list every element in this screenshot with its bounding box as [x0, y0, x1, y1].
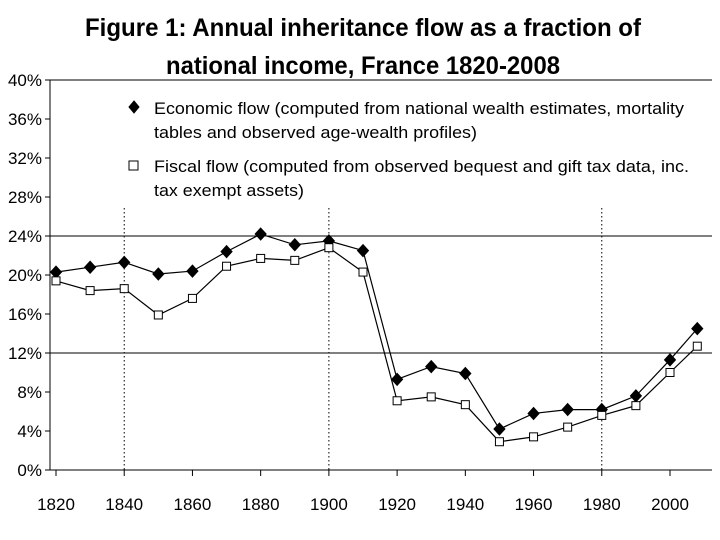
- economic-point-2008: [691, 321, 704, 336]
- fiscal-point-2000: [665, 368, 675, 377]
- x-tick-label: 1860: [174, 495, 212, 514]
- fiscal-point-1920: [392, 396, 402, 406]
- fiscal-point-1990: [631, 401, 641, 411]
- series: [49, 227, 704, 447]
- y-tick-label: 12%: [8, 344, 42, 363]
- y-tick-label: 20%: [8, 266, 42, 285]
- economic-point-1930: [425, 359, 438, 374]
- legend-fiscal-line-2: tax exempt assets): [154, 181, 304, 200]
- economic-point-1830: [83, 260, 97, 274]
- y-tick-label: 4%: [17, 422, 42, 441]
- fiscal-point-1900: [324, 243, 334, 253]
- x-tick-label: 1920: [378, 495, 416, 514]
- y-tick-label: 28%: [8, 188, 42, 207]
- x-tick-label: 1980: [583, 495, 621, 514]
- fiscal-point-2008: [692, 341, 702, 351]
- fiscal-point-1930: [426, 392, 436, 402]
- x-tick-label: 1820: [37, 495, 75, 514]
- economic-point-1950: [493, 422, 506, 436]
- legend-economic-line-2: tables and observed age-wealth profiles): [154, 123, 477, 142]
- fiscal-point-1980: [597, 410, 607, 420]
- y-tick-label: 8%: [17, 383, 42, 402]
- economic-point-1870: [220, 244, 233, 259]
- fiscal-point-1970: [563, 422, 573, 432]
- economic-point-1840: [118, 255, 131, 270]
- economic-point-1940: [459, 366, 472, 381]
- economic-point-2000: [663, 353, 677, 367]
- grid: [50, 208, 712, 470]
- y-tick-label: 40%: [8, 71, 42, 90]
- chart-title-line-2: national income, France 1820-2008: [166, 52, 560, 80]
- economic-point-1890: [288, 238, 301, 252]
- x-tick-label: 1840: [105, 495, 143, 514]
- fiscal-point-1840: [119, 284, 129, 294]
- x-tick-label: 1900: [310, 495, 348, 514]
- fiscal-point-1820: [51, 276, 61, 286]
- legend-economic-line-1: Economic flow (computed from national we…: [154, 99, 685, 118]
- chart-title-line-1: Figure 1: Annual inheritance flow as a f…: [85, 14, 642, 42]
- series-line-economic: [55, 233, 698, 430]
- y-tick-label: 0%: [17, 461, 42, 480]
- economic-point-1920: [390, 372, 404, 387]
- x-tick-label: 1960: [515, 495, 553, 514]
- economic-point-1850: [152, 267, 165, 281]
- legend: Economic flow (computed from national we…: [128, 99, 689, 200]
- economic-point-1970: [561, 402, 574, 417]
- y-tick-label: 24%: [8, 227, 42, 246]
- legend-diamond-marker: [128, 100, 140, 114]
- x-tick-label: 1940: [446, 495, 484, 514]
- fiscal-point-1940: [460, 400, 470, 410]
- economic-point-1910: [356, 243, 370, 258]
- economic-point-1880: [254, 227, 267, 241]
- fiscal-point-1910: [358, 267, 368, 277]
- legend-square-marker: [128, 160, 139, 171]
- y-tick-label: 36%: [8, 110, 42, 129]
- fiscal-point-1950: [494, 437, 504, 447]
- fiscal-point-1830: [85, 286, 95, 296]
- x-tick-label: 2000: [651, 495, 689, 514]
- x-tick-label: 1880: [242, 495, 280, 514]
- economic-point-1820: [49, 265, 63, 279]
- axes: 0% 4% 8% 12% 16% 20% 24% 28% 32% 36% 40% 1820 1840 18…: [8, 71, 712, 514]
- economic-point-1960: [527, 406, 540, 421]
- y-tick-label: 32%: [8, 149, 42, 168]
- fiscal-point-1960: [529, 432, 539, 442]
- series-line-fiscal: [55, 247, 698, 443]
- fiscal-point-1850: [153, 310, 163, 320]
- legend-fiscal-line-1: Fiscal flow (computed from observed bequ…: [154, 157, 689, 176]
- fiscal-point-1890: [290, 255, 300, 265]
- fiscal-point-1860: [187, 293, 197, 303]
- economic-point-1860: [186, 264, 199, 278]
- y-tick-label: 16%: [8, 305, 42, 324]
- fiscal-point-1880: [256, 253, 266, 263]
- fiscal-point-1870: [222, 261, 232, 271]
